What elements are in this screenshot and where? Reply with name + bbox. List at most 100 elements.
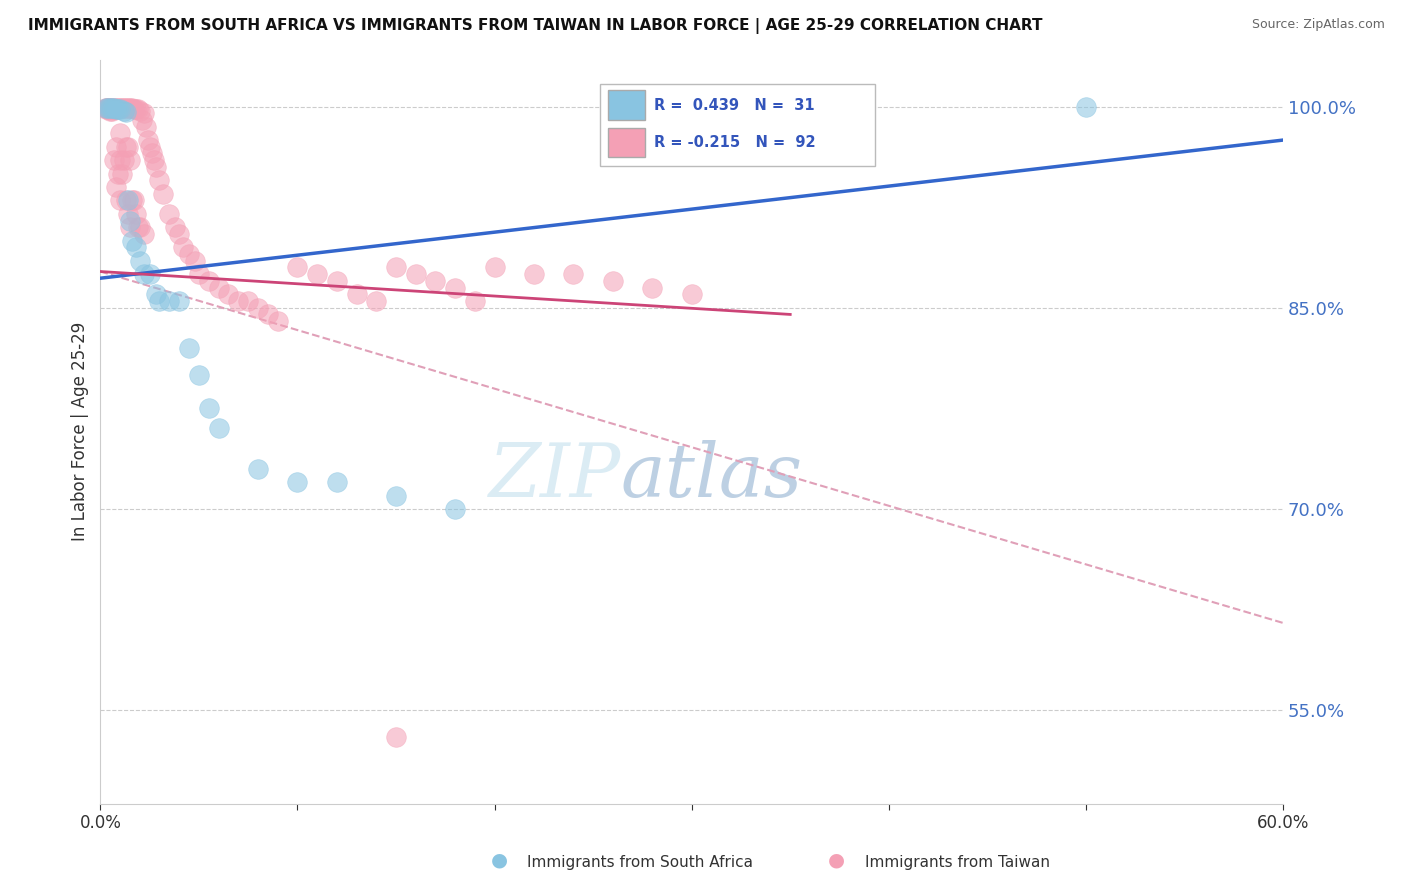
Point	[167, 227, 190, 241]
Point	[101, 102, 124, 116]
Point	[385, 730, 408, 744]
Point	[96, 101, 118, 115]
Point	[177, 341, 200, 355]
Point	[97, 101, 120, 115]
Point	[641, 280, 664, 294]
Point	[101, 103, 124, 118]
Point	[131, 112, 153, 127]
Point	[111, 167, 134, 181]
Point	[1074, 99, 1097, 113]
Point	[197, 401, 219, 416]
Point	[115, 194, 138, 208]
Point	[138, 140, 160, 154]
Point	[103, 101, 125, 115]
Point	[108, 194, 131, 208]
Point	[523, 267, 546, 281]
Point	[247, 461, 270, 475]
Point	[101, 101, 124, 115]
Point	[97, 101, 120, 115]
Point	[562, 267, 585, 281]
Point	[115, 140, 138, 154]
Text: IMMIGRANTS FROM SOUTH AFRICA VS IMMIGRANTS FROM TAIWAN IN LABOR FORCE | AGE 25-2: IMMIGRANTS FROM SOUTH AFRICA VS IMMIGRAN…	[28, 18, 1043, 34]
Point	[405, 267, 427, 281]
Point	[98, 101, 121, 115]
Point	[97, 102, 120, 116]
Point	[207, 421, 229, 435]
Point	[307, 267, 329, 281]
Point	[115, 101, 138, 115]
Point	[96, 101, 118, 115]
Point	[117, 207, 139, 221]
Point	[103, 153, 125, 168]
Point	[98, 101, 121, 115]
Point	[287, 475, 309, 489]
Point	[128, 253, 150, 268]
Point	[602, 274, 624, 288]
Point	[267, 314, 290, 328]
Point	[101, 101, 124, 115]
Point	[121, 101, 143, 115]
Point	[132, 106, 155, 120]
Point	[98, 103, 121, 118]
Point	[117, 194, 139, 208]
Point	[172, 240, 194, 254]
Point	[326, 475, 349, 489]
Text: ●: ●	[828, 851, 845, 870]
Point	[238, 293, 260, 308]
Point	[112, 153, 135, 168]
Point	[385, 260, 408, 275]
Point	[346, 287, 368, 301]
Point	[125, 207, 148, 221]
Point	[141, 146, 163, 161]
Point	[96, 101, 118, 115]
Point	[107, 102, 129, 116]
Point	[148, 293, 170, 308]
Point	[444, 280, 467, 294]
Point	[132, 267, 155, 281]
Point	[385, 488, 408, 502]
Point	[132, 227, 155, 241]
Point	[108, 101, 131, 115]
Point	[108, 127, 131, 141]
Point	[125, 240, 148, 254]
Point	[122, 194, 145, 208]
Point	[107, 101, 129, 115]
Point	[105, 102, 128, 116]
Point	[115, 104, 138, 119]
Point	[117, 140, 139, 154]
Point	[97, 101, 120, 115]
Point	[157, 207, 180, 221]
Point	[128, 220, 150, 235]
Point	[107, 167, 129, 181]
Point	[464, 293, 486, 308]
Point	[128, 103, 150, 118]
Point	[207, 280, 229, 294]
Point	[197, 274, 219, 288]
Text: Immigrants from South Africa: Immigrants from South Africa	[527, 855, 754, 870]
Text: ZIP: ZIP	[488, 441, 620, 513]
Point	[326, 274, 349, 288]
Point	[105, 180, 128, 194]
Point	[121, 194, 143, 208]
Point	[135, 120, 157, 134]
Point	[681, 287, 703, 301]
Text: ●: ●	[491, 851, 508, 870]
Point	[105, 101, 128, 115]
Point	[484, 260, 506, 275]
Point	[103, 102, 125, 116]
Point	[108, 102, 131, 116]
Point	[145, 160, 167, 174]
Point	[125, 102, 148, 116]
Point	[112, 103, 135, 118]
Point	[165, 220, 187, 235]
Point	[117, 101, 139, 115]
Point	[217, 287, 239, 301]
Point	[105, 140, 128, 154]
Point	[184, 253, 207, 268]
Point	[152, 186, 174, 201]
Point	[112, 101, 135, 115]
Point	[157, 293, 180, 308]
Point	[118, 213, 141, 227]
Point	[187, 368, 209, 382]
Text: Source: ZipAtlas.com: Source: ZipAtlas.com	[1251, 18, 1385, 31]
